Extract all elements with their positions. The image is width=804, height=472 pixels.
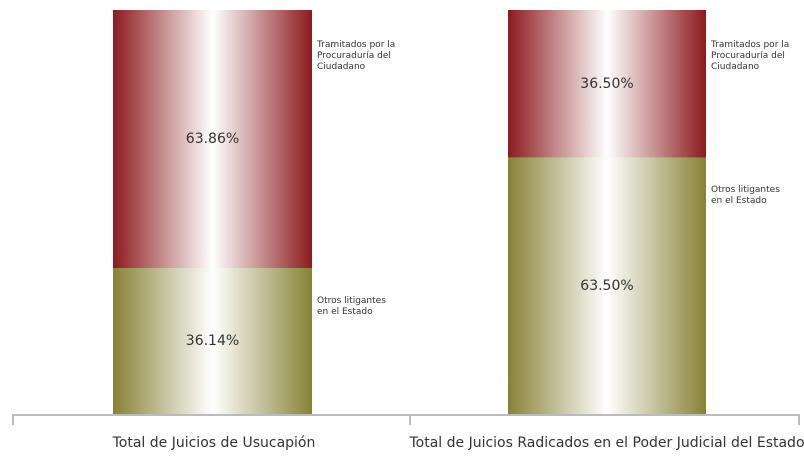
- series-label: Otros litigantes en el Estado: [317, 295, 386, 317]
- value-label: 36.50%: [580, 75, 634, 92]
- bar-segment: [508, 157, 706, 414]
- bar-segment: [113, 267, 312, 414]
- value-label: 63.50%: [580, 277, 634, 294]
- value-label: 36.14%: [185, 332, 240, 349]
- bar-segment: [113, 10, 312, 268]
- series-label: Tramitados por la Procuraduría del Ciuda…: [711, 40, 790, 72]
- bar-segment: [508, 10, 706, 158]
- x-tick-label: Total de Juicios de Usucapión: [112, 435, 316, 451]
- series-label: Otros litigantes en el Estado: [711, 185, 780, 207]
- value-label: 63.86%: [185, 130, 240, 147]
- series-label: Tramitados por la Procuraduría del Ciuda…: [317, 40, 396, 72]
- x-tick-label: Total de Juicios Radicados en el Poder J…: [409, 435, 804, 451]
